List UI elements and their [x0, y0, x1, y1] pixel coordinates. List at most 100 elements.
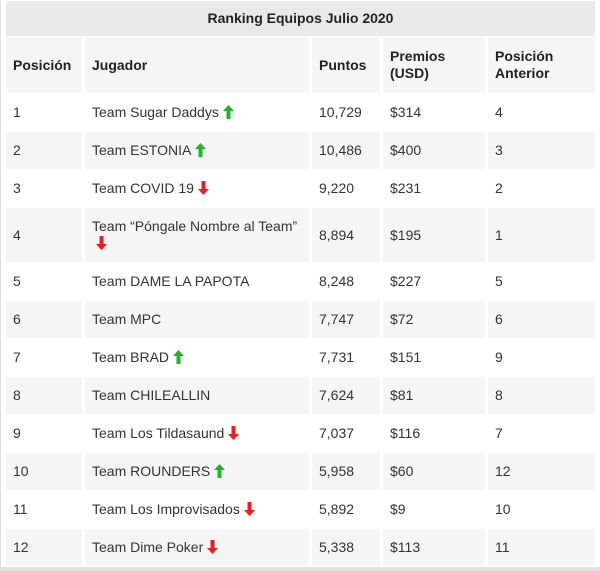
cell-puntos: 7,747	[312, 301, 380, 338]
team-name: Team BRAD	[92, 349, 170, 365]
cell-premios: $231	[390, 180, 422, 196]
cell-puntos: 7,037	[319, 425, 355, 441]
cell-posicion: 1	[13, 104, 21, 120]
trend-up-icon	[173, 350, 185, 364]
table-row: 3 Team COVID 19 9,220 $231 2	[6, 170, 595, 207]
cell-puntos: 10,729	[319, 104, 362, 120]
column-header-puntos: Puntos	[312, 37, 380, 93]
cell-anterior: 10	[495, 501, 511, 517]
cell-posicion: 3	[13, 180, 21, 196]
table-title: Ranking Equipos Julio 2020	[6, 1, 595, 36]
column-header-premios: Premios (USD)	[383, 37, 485, 93]
trend-down-icon	[207, 540, 219, 554]
cell-premios: $81	[383, 377, 485, 414]
team-name: Team “Póngale Nombre al Team”	[92, 218, 298, 234]
trend-down-icon	[243, 502, 255, 516]
team-name: Team ESTONIA	[92, 142, 192, 158]
cell-puntos: 10,486	[312, 132, 380, 169]
trend-down-icon	[96, 236, 107, 250]
team-name: Team Los Tildasaund	[92, 425, 225, 441]
table-row: 5 Team DAME LA PAPOTA 8,248 $227 5	[6, 263, 595, 300]
cell-anterior: 2	[495, 180, 503, 196]
cell-jugador: Team Los Tildasaund	[85, 415, 309, 452]
cell-puntos: 9,220	[319, 180, 355, 196]
cell-anterior: 8	[488, 377, 595, 414]
cell-puntos: 8,248	[319, 273, 355, 289]
table-row: 11 Team Los Improvisados 5,892 $9 10	[6, 491, 595, 528]
cell-premios: $72	[383, 301, 485, 338]
cell-puntos: 8,894	[312, 208, 380, 262]
cell-anterior: 5	[495, 273, 503, 289]
table-row: 10 Team ROUNDERS 5,958 $60 12	[6, 453, 595, 490]
team-name: Team Sugar Daddys	[92, 104, 219, 120]
cell-anterior: 11	[488, 529, 595, 566]
cell-anterior: 1	[488, 208, 595, 262]
table-row: 8 Team CHILEALLIN 7,624 $81 8	[6, 377, 595, 414]
cell-posicion: 12	[6, 529, 82, 566]
cell-anterior: 12	[488, 453, 595, 490]
cell-posicion: 11	[13, 501, 28, 517]
table-row: 4 Team “Póngale Nombre al Team” 8,894 $1…	[6, 208, 595, 262]
cell-premios: $400	[383, 132, 485, 169]
team-name: Team COVID 19	[92, 180, 194, 196]
team-name: Team CHILEALLIN	[92, 387, 211, 403]
cell-anterior: 4	[495, 104, 503, 120]
cell-jugador: Team ESTONIA	[85, 132, 309, 169]
cell-jugador: Team DAME LA PAPOTA	[85, 263, 309, 300]
ranking-table: Posición Jugador Puntos Premios (USD) Po…	[3, 36, 598, 567]
cell-jugador: Team MPC	[85, 301, 309, 338]
cell-puntos: 7,731	[319, 349, 355, 365]
cell-jugador: Team CHILEALLIN	[85, 377, 309, 414]
widget-left-border	[0, 0, 1, 571]
header-row: Posición Jugador Puntos Premios (USD) Po…	[6, 37, 595, 93]
cell-posicion: 4	[6, 208, 82, 262]
cell-premios: $227	[390, 273, 422, 289]
cell-posicion: 8	[6, 377, 82, 414]
team-name: Team ROUNDERS	[92, 463, 211, 479]
cell-posicion: 6	[6, 301, 82, 338]
team-name: Team MPC	[92, 311, 162, 327]
trend-down-icon	[197, 181, 209, 195]
cell-puntos: 7,624	[312, 377, 380, 414]
cell-puntos: 5,958	[312, 453, 380, 490]
table-row: 1 Team Sugar Daddys 10,729 $314 4	[6, 94, 595, 131]
cell-premios: $113	[383, 529, 485, 566]
cell-jugador: Team Dime Poker	[85, 529, 309, 566]
cell-premios: $151	[390, 349, 422, 365]
widget-bottom-border	[0, 567, 600, 571]
cell-posicion: 10	[6, 453, 82, 490]
cell-premios: $116	[390, 425, 421, 441]
cell-posicion: 7	[13, 349, 21, 365]
table-row: 12 Team Dime Poker 5,338 $113 11	[6, 529, 595, 566]
cell-puntos: 5,338	[312, 529, 380, 566]
trend-up-icon	[222, 105, 234, 119]
team-name: Team Los Improvisados	[92, 501, 240, 517]
cell-jugador: Team COVID 19	[85, 170, 309, 207]
trend-down-icon	[228, 426, 240, 440]
cell-posicion: 5	[13, 273, 21, 289]
table-row: 7 Team BRAD 7,731 $151 9	[6, 339, 595, 376]
cell-posicion: 9	[13, 425, 21, 441]
cell-premios: $9	[390, 501, 406, 517]
cell-anterior: 6	[488, 301, 595, 338]
table-row: 6 Team MPC 7,747 $72 6	[6, 301, 595, 338]
team-name: Team DAME LA PAPOTA	[92, 273, 250, 289]
cell-jugador: Team Los Improvisados	[85, 491, 309, 528]
table-row: 9 Team Los Tildasaund 7,037 $116 7	[6, 415, 595, 452]
cell-anterior: 7	[495, 425, 503, 441]
cell-posicion: 2	[6, 132, 82, 169]
cell-premios: $314	[390, 104, 422, 120]
cell-jugador: Team ROUNDERS	[85, 453, 309, 490]
trend-up-icon	[214, 464, 226, 478]
cell-jugador: Team “Póngale Nombre al Team”	[85, 208, 309, 262]
column-header-jugador: Jugador	[85, 37, 309, 93]
cell-puntos: 5,892	[319, 501, 355, 517]
column-header-posicion: Posición	[6, 37, 82, 93]
table-row: 2 Team ESTONIA 10,486 $400 3	[6, 132, 595, 169]
trend-up-icon	[195, 143, 207, 157]
cell-jugador: Team Sugar Daddys	[85, 94, 309, 131]
team-name: Team Dime Poker	[92, 539, 204, 555]
cell-anterior: 9	[495, 349, 503, 365]
cell-premios: $60	[383, 453, 485, 490]
